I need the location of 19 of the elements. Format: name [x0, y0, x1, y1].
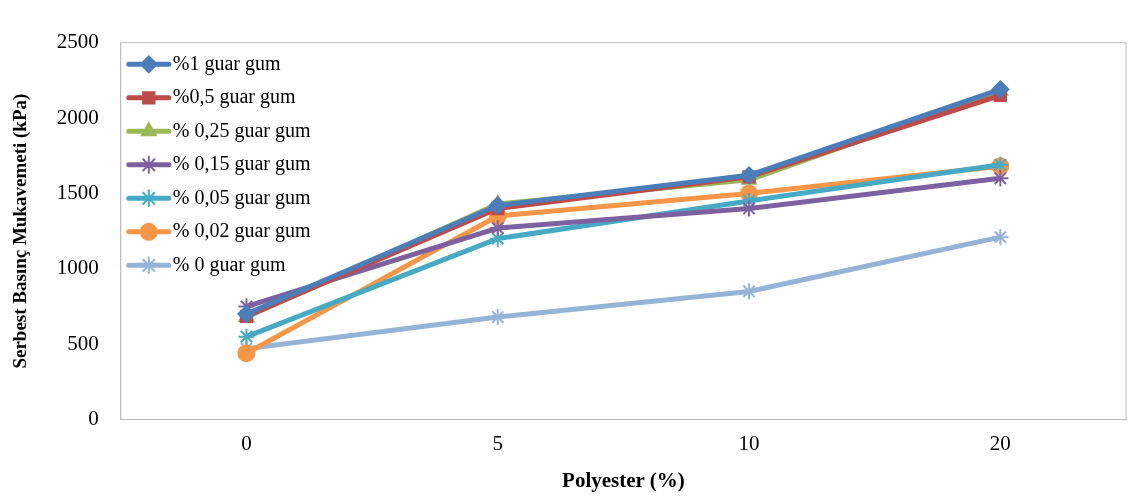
x-tick-label: 0	[241, 430, 252, 455]
legend-label: %0,5 guar gum	[172, 85, 296, 109]
x-tick-label: 10	[738, 430, 760, 455]
legend-label: % 0,25 guar gum	[172, 118, 311, 142]
y-tick-label: 1500	[56, 179, 99, 204]
legend-label: % 0 guar gum	[172, 252, 286, 276]
legend-label: % 0,02 guar gum	[172, 219, 311, 243]
x-axis-title: Polyester (%)	[562, 467, 685, 492]
legend-label: % 0,05 guar gum	[172, 185, 311, 209]
y-axis-title: Serbest Basınç Mukavemeti (kPa)	[9, 93, 32, 369]
x-tick-label: 5	[492, 430, 503, 455]
y-tick-label: 500	[67, 330, 99, 355]
y-tick-label: 2500	[56, 29, 99, 54]
x-tick-label: 20	[989, 430, 1011, 455]
y-tick-label: 0	[88, 406, 99, 431]
y-tick-label: 1000	[56, 255, 99, 280]
y-tick-label: 2000	[56, 104, 99, 129]
legend-label: % 0,15 guar gum	[172, 152, 311, 176]
legend-label: %1 guar gum	[172, 51, 281, 75]
